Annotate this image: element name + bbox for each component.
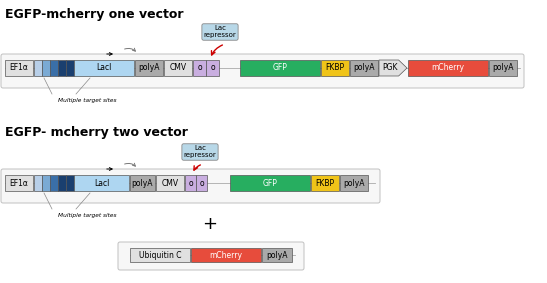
Text: o: o [210, 63, 215, 72]
Bar [50, 60, 58, 76]
Text: Multiple target sites: Multiple target sites [58, 98, 117, 103]
Bar [42, 175, 50, 191]
Bar [206, 60, 219, 76]
Text: mCherry: mCherry [432, 63, 464, 72]
Text: EGFP-mcherry one vector: EGFP-mcherry one vector [5, 8, 183, 21]
Text: EF1α: EF1α [9, 179, 28, 188]
Text: Multiple target sites: Multiple target sites [58, 213, 117, 218]
Text: polyA: polyA [353, 63, 375, 72]
Bar [34, 60, 42, 76]
FancyBboxPatch shape [1, 169, 380, 203]
Bar [191, 248, 261, 262]
Bar [130, 248, 190, 262]
Bar [489, 60, 517, 76]
Text: +: + [202, 215, 218, 233]
Text: polyA: polyA [132, 179, 153, 188]
Bar [50, 175, 58, 191]
Text: o: o [197, 63, 202, 72]
Text: CMV: CMV [161, 179, 178, 188]
Bar [74, 60, 134, 76]
Text: LacI: LacI [96, 63, 112, 72]
Bar [196, 175, 207, 191]
Text: Lac
repressor: Lac repressor [184, 145, 217, 158]
Text: FKBP: FKBP [316, 179, 335, 188]
Text: Lac
repressor: Lac repressor [203, 25, 236, 38]
Bar [74, 175, 129, 191]
Polygon shape [379, 60, 407, 76]
Bar [240, 60, 320, 76]
Text: o: o [199, 179, 204, 188]
FancyBboxPatch shape [118, 242, 304, 270]
Bar [230, 175, 310, 191]
Bar [350, 60, 378, 76]
Bar [66, 175, 74, 191]
Bar [130, 175, 155, 191]
Text: polyA: polyA [266, 250, 288, 260]
Text: o: o [188, 179, 193, 188]
Bar [156, 175, 184, 191]
Text: mCherry: mCherry [210, 250, 242, 260]
Bar [262, 248, 292, 262]
Bar [408, 60, 488, 76]
Bar [58, 60, 66, 76]
Text: Ubiquitin C: Ubiquitin C [139, 250, 181, 260]
Text: polyA: polyA [344, 179, 365, 188]
Text: polyA: polyA [492, 63, 514, 72]
Bar [5, 175, 33, 191]
Text: GFP: GFP [272, 63, 287, 72]
Bar [321, 60, 349, 76]
Bar [66, 60, 74, 76]
Bar [185, 175, 196, 191]
Bar [5, 60, 33, 76]
Bar [193, 60, 206, 76]
Text: CMV: CMV [170, 63, 187, 72]
Bar [135, 60, 163, 76]
Text: LacI: LacI [94, 179, 109, 188]
Bar [311, 175, 339, 191]
Bar [42, 60, 50, 76]
FancyBboxPatch shape [1, 54, 524, 88]
Bar [34, 175, 42, 191]
Text: PGK: PGK [382, 63, 397, 72]
Bar [58, 175, 66, 191]
Text: polyA: polyA [138, 63, 160, 72]
Bar [164, 60, 192, 76]
Text: EGFP- mcherry two vector: EGFP- mcherry two vector [5, 126, 188, 139]
Text: EF1α: EF1α [9, 63, 28, 72]
Text: FKBP: FKBP [325, 63, 345, 72]
Bar [340, 175, 368, 191]
Text: GFP: GFP [263, 179, 277, 188]
